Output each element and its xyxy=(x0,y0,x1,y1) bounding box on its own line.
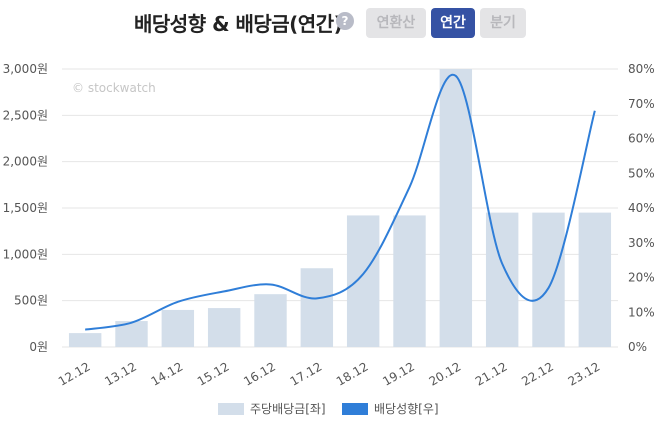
legend-item-payout[interactable]: 배당성향[우] xyxy=(342,400,439,417)
x-tick: 18.12 xyxy=(334,359,371,388)
left-y-tick: 2,000원 xyxy=(3,155,48,169)
left-y-tick: 1,500원 xyxy=(3,201,48,215)
right-y-tick: 0% xyxy=(628,340,647,354)
right-y-tick: 10% xyxy=(628,305,655,319)
bar xyxy=(254,294,287,347)
bar xyxy=(300,268,334,347)
right-y-tick: 30% xyxy=(628,236,655,250)
bar xyxy=(578,212,612,347)
bar xyxy=(207,308,241,347)
watermark: © stockwatch xyxy=(72,81,156,95)
x-tick: 13.12 xyxy=(102,359,139,388)
legend-label-payout: 배당성향[우] xyxy=(374,402,439,416)
bar xyxy=(532,212,565,347)
bar xyxy=(68,333,102,347)
x-tick: 21.12 xyxy=(473,359,510,388)
payout-line xyxy=(85,73,596,331)
tab-annual[interactable]: 연간 xyxy=(431,8,475,38)
legend-swatch-line xyxy=(342,402,368,415)
right-y-tick: 60% xyxy=(628,132,655,146)
tab-quarter[interactable]: 분기 xyxy=(480,8,526,38)
tab-annualized[interactable]: 연환산 xyxy=(366,8,426,38)
right-y-tick: 40% xyxy=(628,201,655,215)
x-tick: 16.12 xyxy=(241,359,278,388)
line-series xyxy=(85,73,596,331)
x-tick: 14.12 xyxy=(149,359,186,388)
bar xyxy=(161,309,195,347)
bar xyxy=(346,215,380,347)
x-tick: 15.12 xyxy=(195,359,232,388)
x-tick: 19.12 xyxy=(380,359,417,388)
x-tick: 20.12 xyxy=(427,359,464,388)
x-tick: 23.12 xyxy=(566,359,603,388)
chart-title: 배당성향 & 배당금(연간) xyxy=(134,12,343,36)
legend-item-dividend[interactable]: 주당배당금[좌] xyxy=(218,400,326,417)
left-y-axis: 0원 500원 1,000원 1,500원 2,000원 2,500원 3,000원 xyxy=(3,62,48,354)
legend-swatch-bar xyxy=(218,402,244,415)
left-y-tick: 500원 xyxy=(14,294,48,308)
right-y-axis: 0% 10% 20% 30% 40% 50% 60% 70% 80% xyxy=(628,62,655,354)
right-y-tick: 70% xyxy=(628,97,655,111)
dividend-chart: © stockwatch 0원 500원 1,000원 1,500원 2,000원 2,5… xyxy=(3,62,655,389)
left-y-tick: 2,500원 xyxy=(3,108,48,122)
grid-lines xyxy=(62,68,618,348)
x-tick: 12.12 xyxy=(56,359,93,388)
left-y-tick: 3,000원 xyxy=(3,62,48,76)
chart-header: 배당성향 & 배당금(연간) ? 연환산 연간 분기 xyxy=(0,0,664,46)
left-y-tick: 1,000원 xyxy=(3,247,48,261)
legend: 주당배당금[좌] 배당성향[우] xyxy=(0,400,664,420)
bar xyxy=(393,215,426,347)
left-y-tick: 0원 xyxy=(29,340,48,354)
x-tick: 22.12 xyxy=(519,359,556,388)
right-y-tick: 50% xyxy=(628,166,655,180)
right-y-tick: 20% xyxy=(628,271,655,285)
legend-label-dividend: 주당배당금[좌] xyxy=(250,402,326,416)
x-axis: 12.12 13.12 14.12 15.12 16.12 17.12 18.12 19.12… xyxy=(56,359,602,388)
x-tick: 17.12 xyxy=(288,359,325,388)
bar xyxy=(485,212,519,347)
right-y-tick: 80% xyxy=(628,62,655,76)
help-icon[interactable]: ? xyxy=(336,12,354,30)
bar xyxy=(439,69,473,347)
bar-series xyxy=(68,69,612,347)
